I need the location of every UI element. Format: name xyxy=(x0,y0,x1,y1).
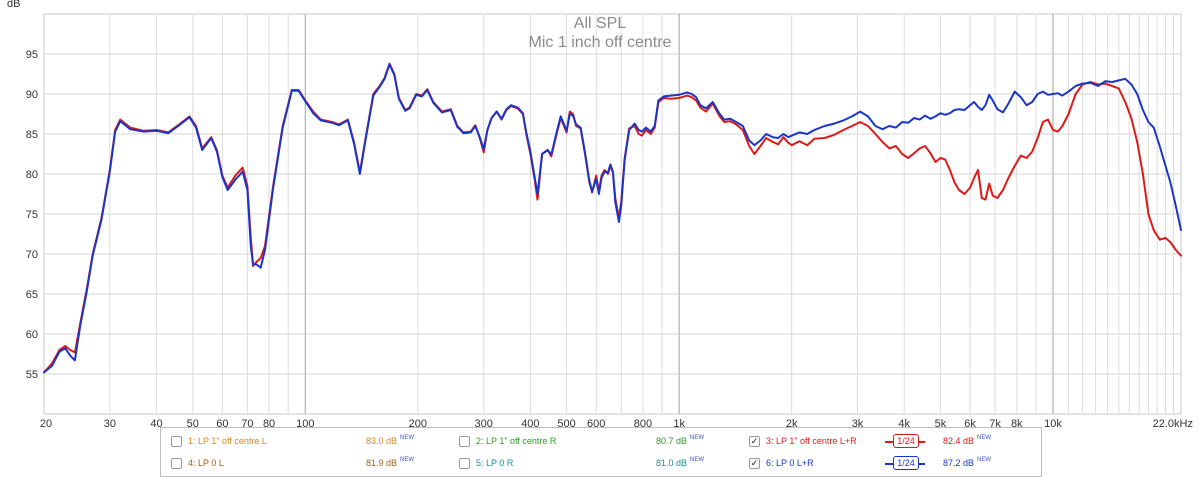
legend-level: 82.4 dB NEW xyxy=(943,430,991,452)
smoothing-label: 1/24 xyxy=(893,456,919,470)
legend-checkbox[interactable]: ✓ xyxy=(749,435,760,447)
x-tick-label: 30 xyxy=(104,418,116,427)
y-tick-label: 95 xyxy=(26,49,38,61)
level-value: 83.0 dB xyxy=(366,436,398,446)
y-tick-labels: 55 60 65 70 75 80 85 90 95 xyxy=(26,49,38,381)
legend-checkbox[interactable] xyxy=(171,435,182,447)
y-tick-label: 60 xyxy=(26,329,38,341)
legend-item[interactable]: 1: LP 1" off centre L xyxy=(171,430,267,452)
x-tick-label: 200 xyxy=(409,418,427,427)
x-tick-label: 500 xyxy=(557,418,575,427)
new-badge: NEW xyxy=(690,435,705,441)
legend-panel: 1: LP 1" off centre L 83.0 dB NEW 2: LP 1" … xyxy=(160,427,1042,477)
x-tick-label: 3k xyxy=(852,418,864,427)
y-axis-label: dB xyxy=(7,0,20,10)
level-value: 82.4 dB xyxy=(943,436,975,446)
x-tick-label: 400 xyxy=(521,418,539,427)
x-tick-label: 1k xyxy=(673,418,685,427)
smoothing-button[interactable]: 1/24 xyxy=(885,434,925,448)
x-tick-label: 300 xyxy=(474,418,492,427)
new-badge: NEW xyxy=(400,457,415,463)
x-tick-label: 80 xyxy=(263,418,275,427)
legend-item[interactable]: 5: LP 0 R xyxy=(459,452,513,474)
y-tick-label: 55 xyxy=(26,369,38,381)
legend-label: 5: LP 0 R xyxy=(476,458,514,468)
y-tick-label: 65 xyxy=(26,289,38,301)
smoothing-label: 1/24 xyxy=(893,434,919,448)
x-tick-label: 600 xyxy=(587,418,605,427)
chart-subtitle: Mic 1 inch off centre xyxy=(529,34,672,51)
grid-lines xyxy=(43,13,1182,415)
new-badge: NEW xyxy=(690,457,705,463)
x-tick-label: 6k xyxy=(964,418,976,427)
x-tick-label: 5k xyxy=(935,418,947,427)
legend-checkbox[interactable]: ✓ xyxy=(749,457,760,469)
smoothing-button[interactable]: 1/24 xyxy=(885,456,925,470)
new-badge: NEW xyxy=(400,435,415,441)
x-tick-label: 22.0kHz xyxy=(1153,418,1193,427)
legend-level: 83.0 dB NEW xyxy=(366,430,414,452)
legend-level: 81.9 dB NEW xyxy=(366,452,414,474)
new-badge: NEW xyxy=(977,457,992,463)
y-tick-label: 80 xyxy=(26,169,38,181)
x-tick-label: 2k xyxy=(786,418,798,427)
x-tick-label: 20 xyxy=(40,418,52,427)
legend-label: 1: LP 1" off centre L xyxy=(188,436,267,446)
y-tick-label: 70 xyxy=(26,249,38,261)
legend-checkbox[interactable] xyxy=(459,435,470,447)
series-line-lp0-lr xyxy=(43,63,1182,374)
legend-item[interactable]: 4: LP 0 L xyxy=(171,452,224,474)
y-tick-label: 85 xyxy=(26,129,38,141)
legend-level: 81.0 dB NEW xyxy=(656,452,704,474)
x-tick-label: 8k xyxy=(1011,418,1023,427)
legend-label: 6: LP 0 L+R xyxy=(766,458,814,468)
new-badge: NEW xyxy=(977,435,992,441)
legend-row: 1: LP 1" off centre L 83.0 dB NEW 2: LP 1" … xyxy=(161,430,1041,452)
legend-label: 3: LP 1" off centre L+R xyxy=(766,436,857,446)
spl-chart: 55 60 65 70 75 80 85 90 95 20 30 40 50 60 70 80 100 200 3… xyxy=(7,0,1193,427)
legend-label: 4: LP 0 L xyxy=(188,458,224,468)
y-tick-label: 90 xyxy=(26,89,38,101)
legend-label: 2: LP 1" off centre R xyxy=(476,436,557,446)
x-tick-label: 7k xyxy=(989,418,1001,427)
level-value: 87.2 dB xyxy=(943,458,975,468)
legend-item[interactable]: 2: LP 1" off centre R xyxy=(459,430,556,452)
legend-level: 80.7 dB NEW xyxy=(656,430,704,452)
x-tick-label: 4k xyxy=(898,418,910,427)
level-value: 81.9 dB xyxy=(366,458,398,468)
series-lines xyxy=(43,62,1182,374)
x-tick-label: 50 xyxy=(187,418,199,427)
x-tick-label: 10k xyxy=(1044,418,1062,427)
x-tick-label: 60 xyxy=(216,418,228,427)
chart-title: All SPL xyxy=(574,15,627,32)
x-tick-labels: 20 30 40 50 60 70 80 100 200 300 400 500 600 800 1k 2k 3… xyxy=(40,418,1193,427)
x-tick-label: 70 xyxy=(241,418,253,427)
x-tick-label: 100 xyxy=(296,418,314,427)
x-tick-label: 40 xyxy=(150,418,162,427)
legend-row: 4: LP 0 L 81.9 dB NEW 5: LP 0 R 81.0 dB NEW ✓ 6… xyxy=(161,452,1041,474)
level-value: 81.0 dB xyxy=(656,458,688,468)
legend-checkbox[interactable] xyxy=(171,457,182,469)
legend-level: 87.2 dB NEW xyxy=(943,452,991,474)
legend-item[interactable]: ✓ 3: LP 1" off centre L+R xyxy=(749,430,857,452)
legend-checkbox[interactable] xyxy=(459,457,470,469)
y-tick-label: 75 xyxy=(26,209,38,221)
x-tick-label: 800 xyxy=(634,418,652,427)
legend-item[interactable]: ✓ 6: LP 0 L+R xyxy=(749,452,814,474)
level-value: 80.7 dB xyxy=(656,436,688,446)
